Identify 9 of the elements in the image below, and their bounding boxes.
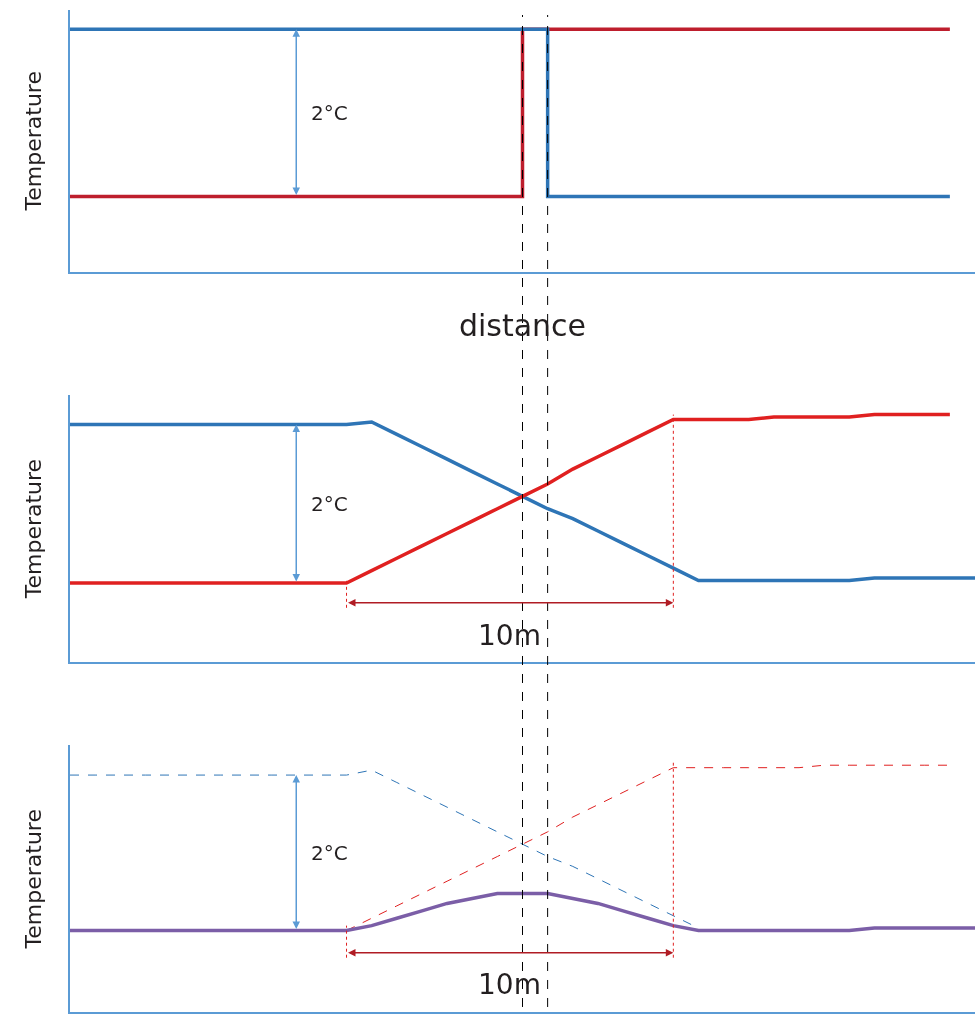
y-axis-title: Temperature <box>21 71 47 212</box>
annotation: 10m <box>478 619 541 652</box>
y-axis-title: Temperature <box>21 458 47 600</box>
annotation: 2°C <box>311 101 348 125</box>
annotation: 2°C <box>311 841 348 865</box>
annotation: 10m <box>478 968 541 1001</box>
annotation: 2°C <box>311 492 348 516</box>
y-axis-title: Temperature <box>21 809 47 950</box>
x-axis-title: distance <box>458 307 587 343</box>
